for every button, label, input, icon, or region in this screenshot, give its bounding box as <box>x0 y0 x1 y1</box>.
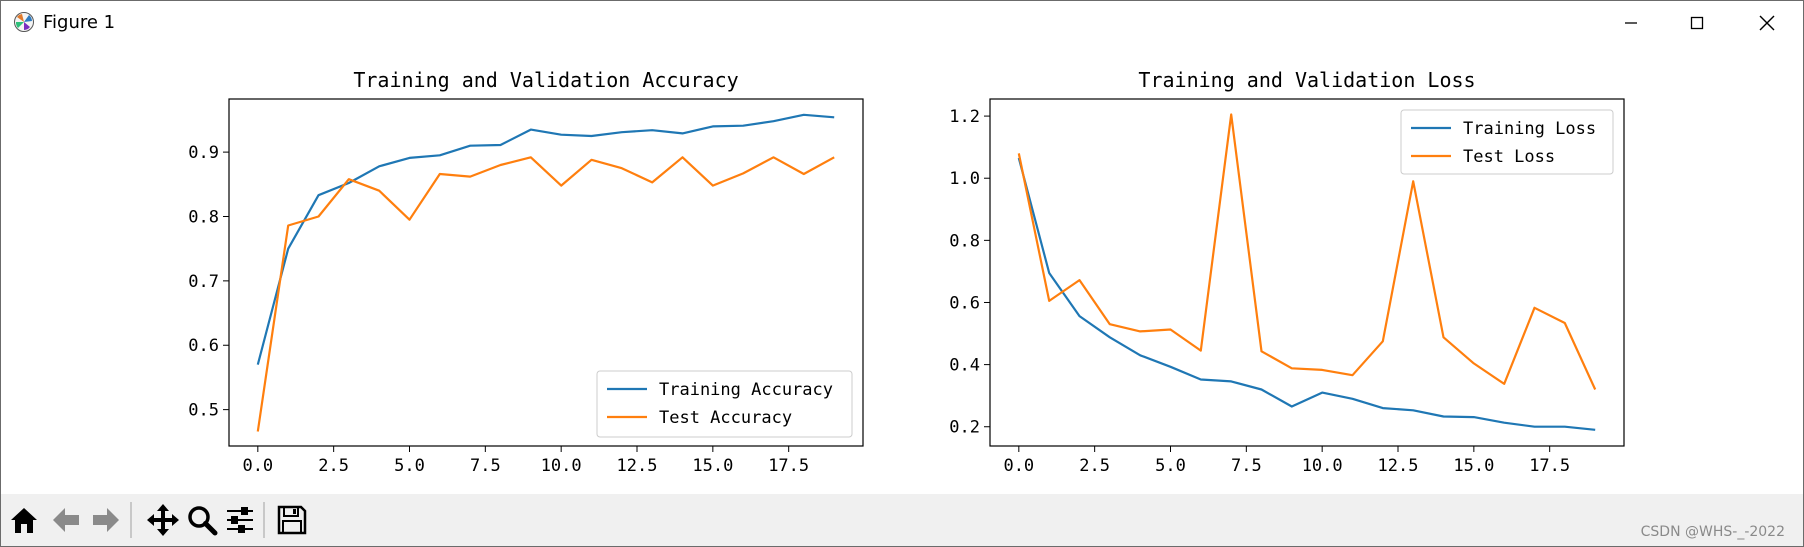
series-line-2 <box>1017 113 1597 390</box>
legend-label: Test Loss <box>1463 147 1555 167</box>
watermark-text: CSDN @WHS-_-2022 <box>1640 524 1785 540</box>
home-icon <box>11 508 37 533</box>
chart-1: Training and Validation Accuracy 0.0 2.5 5.… <box>188 68 864 476</box>
pan-button[interactable] <box>144 500 182 540</box>
x-tick-label: 17.5 <box>768 456 809 476</box>
legend-box <box>596 370 853 438</box>
title-bar[interactable]: Figure 1 <box>1 1 1803 45</box>
x-tick-label: 2.5 <box>318 456 349 476</box>
y-tick-label: 0.6 <box>188 336 219 356</box>
y-tick-label: 1.2 <box>949 107 980 127</box>
x-tick-label: 12.5 <box>1378 456 1419 476</box>
y-tick-label: 0.7 <box>188 272 219 292</box>
forward-icon <box>93 508 119 532</box>
axes-frame <box>228 98 864 447</box>
x-tick-label: 7.5 <box>1231 456 1262 476</box>
x-tick-label: 5.0 <box>1155 456 1186 476</box>
legend-label: Training Accuracy <box>659 380 833 400</box>
configure-subplots-button[interactable] <box>221 500 259 540</box>
chart-title: Training and Validation Loss <box>1138 68 1475 92</box>
x-tick-label: 2.5 <box>1079 456 1110 476</box>
zoom-button[interactable] <box>183 500 221 540</box>
figure-plots: Training and Validation Accuracy 0.0 2.5 5.… <box>188 68 1625 476</box>
x-tick-label: 17.5 <box>1529 456 1570 476</box>
chart-title: Training and Validation Accuracy <box>353 68 738 92</box>
y-tick-label: 1.0 <box>949 169 980 189</box>
figure-canvas[interactable]: Training and Validation Accuracy 0.0 2.5 5.… <box>1 45 1803 494</box>
back-button[interactable] <box>47 500 85 540</box>
y-tick-label: 0.5 <box>188 401 219 421</box>
minimize-button[interactable] <box>1598 1 1664 45</box>
legend-box <box>1400 109 1614 175</box>
close-button[interactable] <box>1734 1 1800 45</box>
series-line-1 <box>256 113 835 365</box>
x-tick-label: 12.5 <box>617 456 658 476</box>
legend: Training Loss Test Loss <box>1400 109 1614 175</box>
legend: Training Accuracy Test Accuracy <box>596 370 853 438</box>
x-tick-label: 15.0 <box>1453 456 1494 476</box>
x-tick-label: 0.0 <box>242 456 273 476</box>
x-tick-label: 0.0 <box>1003 456 1034 476</box>
zoom-icon <box>188 506 218 536</box>
series-line-1 <box>1017 157 1596 431</box>
window-title: Figure 1 <box>43 12 116 33</box>
toolbar-separator <box>130 502 132 538</box>
x-tick-label: 7.5 <box>470 456 501 476</box>
forward-button[interactable] <box>87 500 125 540</box>
y-tick-label: 0.8 <box>188 207 219 227</box>
minimize-icon <box>1625 22 1637 24</box>
x-tick-label: 5.0 <box>394 456 425 476</box>
legend-label: Training Loss <box>1463 119 1596 139</box>
maximize-icon <box>1690 16 1704 30</box>
maximize-button[interactable] <box>1664 1 1730 45</box>
navigation-toolbar <box>1 494 1803 546</box>
toolbar-separator <box>263 502 265 538</box>
y-tick-label: 0.9 <box>188 143 219 163</box>
axes-frame <box>989 98 1625 447</box>
y-tick-label: 0.8 <box>949 231 980 251</box>
save-button[interactable] <box>273 500 311 540</box>
home-button[interactable] <box>5 500 43 540</box>
x-tick-label: 15.0 <box>692 456 733 476</box>
legend-label: Test Accuracy <box>659 408 792 428</box>
y-tick-label: 0.4 <box>949 356 980 376</box>
save-icon <box>277 505 307 535</box>
series-line-2 <box>256 156 835 432</box>
configure-subplots-icon <box>227 507 253 533</box>
x-tick-label: 10.0 <box>541 456 582 476</box>
matplotlib-icon <box>14 12 34 32</box>
x-tick-label: 10.0 <box>1302 456 1343 476</box>
y-tick-label: 0.6 <box>949 293 980 313</box>
chart-2: Training and Validation Loss 0.0 2.5 5.0 7.5… <box>949 68 1625 476</box>
pan-icon <box>147 504 179 536</box>
y-tick-label: 0.2 <box>949 418 980 438</box>
back-icon <box>53 508 79 532</box>
close-icon <box>1759 15 1775 31</box>
